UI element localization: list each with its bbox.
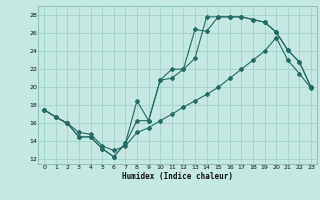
X-axis label: Humidex (Indice chaleur): Humidex (Indice chaleur) bbox=[122, 172, 233, 181]
